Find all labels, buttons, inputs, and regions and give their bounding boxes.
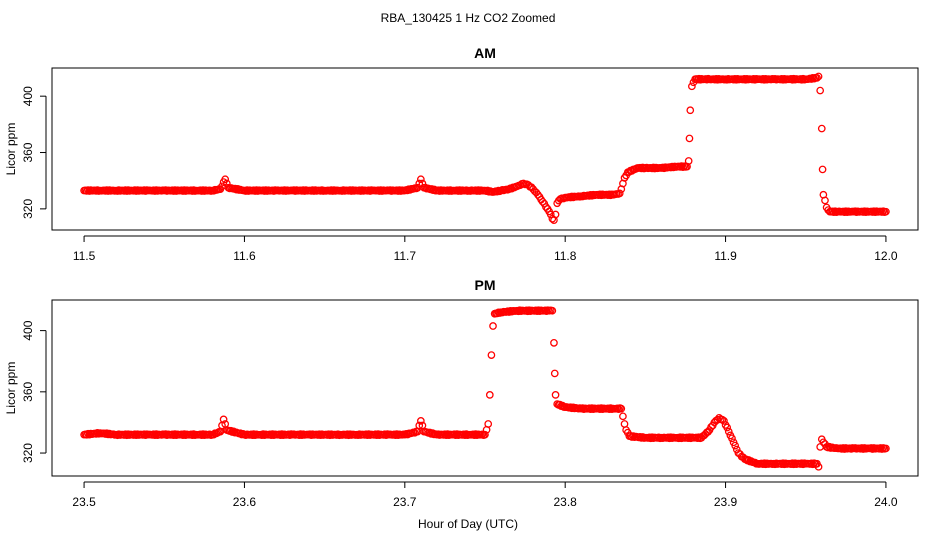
plot-frame-pm — [51, 299, 919, 477]
data-point — [876, 444, 885, 452]
plot-frame-am — [51, 67, 919, 231]
y-tick-label: 320 — [21, 199, 35, 219]
panel-title-am: AM — [474, 45, 496, 61]
data-point — [684, 157, 693, 165]
y-tick-label: 320 — [21, 443, 35, 463]
data-point — [878, 445, 886, 453]
data-point — [615, 189, 624, 198]
x-axis-label: Hour of Day (UTC) — [418, 517, 518, 531]
data-point — [481, 430, 489, 439]
panel-title-pm: PM — [475, 277, 496, 293]
data-point — [723, 423, 732, 432]
x-tick-label: 24.0 — [874, 495, 898, 509]
x-tick-label: 11.7 — [394, 249, 417, 263]
data-point — [679, 163, 687, 171]
x-tick-label: 12.0 — [874, 249, 898, 263]
figure-title: RBA_130425 1 Hz CO2 Zoomed — [381, 11, 556, 25]
data-point — [814, 462, 823, 471]
data-point — [487, 351, 496, 359]
y-tick-label: 360 — [21, 381, 35, 401]
data-point — [219, 415, 228, 424]
y-tick-label: 400 — [21, 320, 35, 340]
y-tick-label: 400 — [21, 86, 35, 106]
x-axis-am: 11.5 11.6 11.7 11.8 11.9 12.0 — [73, 235, 898, 263]
y-axis-pm: 320 360 400 — [21, 320, 47, 463]
data-point — [882, 207, 890, 216]
x-tick-label: 23.8 — [554, 495, 578, 509]
data-point — [814, 72, 823, 81]
data-point — [551, 210, 560, 219]
data-point — [685, 134, 694, 143]
x-tick-label: 11.5 — [73, 249, 96, 263]
panel-pm: PM 23.5 23.6 23.7 23.8 23.9 24.0 320 360 400 Licor… — [4, 277, 919, 509]
panels-container: AM 11.5 11.6 11.7 11.8 11.9 12.0 320 360 400 Licor… — [4, 45, 919, 509]
data-point — [686, 106, 695, 115]
data-point — [548, 306, 557, 315]
data-point — [731, 441, 740, 450]
data-point — [882, 444, 890, 453]
data-point — [724, 427, 733, 436]
x-tick-label: 23.7 — [393, 495, 417, 509]
data-point — [688, 82, 696, 91]
data-point — [221, 175, 230, 184]
data-point — [484, 420, 493, 428]
x-tick-label: 11.8 — [554, 249, 577, 263]
panel-am: AM 11.5 11.6 11.7 11.8 11.9 12.0 320 360 400 Licor… — [4, 45, 919, 263]
data-point — [817, 124, 826, 133]
data-point — [546, 210, 555, 219]
y-tick-label: 360 — [21, 142, 35, 162]
data-point — [619, 412, 627, 421]
y-axis-label-pm: Licor ppm — [4, 362, 18, 415]
data-point — [605, 190, 614, 199]
data-point — [550, 339, 558, 347]
y-axis-label-am: Licor ppm — [4, 123, 18, 176]
data-point — [677, 162, 686, 171]
series-points-pm — [80, 306, 890, 471]
x-tick-label: 23.6 — [233, 495, 257, 509]
data-point — [489, 322, 497, 330]
data-point — [818, 165, 827, 174]
x-axis-pm: 23.5 23.6 23.7 23.8 23.9 24.0 — [72, 481, 898, 509]
data-point — [417, 417, 425, 425]
data-point — [550, 369, 559, 378]
data-point — [813, 74, 821, 82]
data-point — [807, 459, 816, 468]
data-point — [816, 86, 825, 95]
x-tick-label: 11.9 — [714, 249, 737, 263]
data-point — [821, 196, 829, 205]
series-points-am — [80, 72, 890, 224]
x-tick-label: 11.6 — [233, 249, 256, 263]
data-point — [485, 391, 494, 399]
data-point — [415, 179, 424, 188]
y-axis-am: 320 360 400 — [21, 86, 47, 219]
data-point — [415, 421, 424, 430]
x-tick-label: 23.9 — [714, 495, 738, 509]
data-point — [551, 391, 560, 399]
x-tick-label: 23.5 — [72, 495, 96, 509]
data-point — [417, 175, 425, 184]
data-point — [720, 417, 728, 425]
data-point — [728, 434, 736, 443]
data-point — [617, 404, 626, 413]
